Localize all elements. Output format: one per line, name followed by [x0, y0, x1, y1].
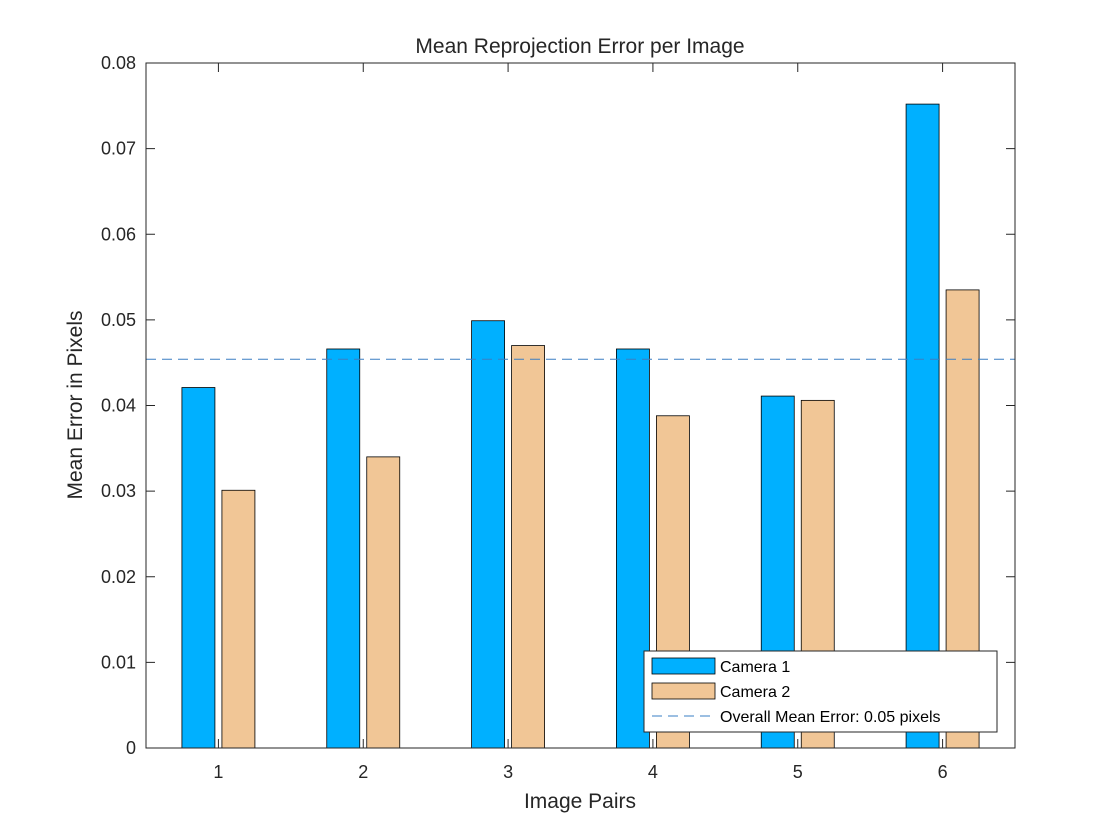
x-tick-label: 6: [938, 762, 948, 782]
chart-title: Mean Reprojection Error per Image: [415, 35, 744, 58]
x-axis-label: Image Pairs: [524, 790, 636, 813]
x-tick-label: 2: [358, 762, 368, 782]
y-tick-label: 0: [126, 738, 136, 758]
x-tick-label: 4: [648, 762, 658, 782]
bar-camera-2-pair-3: [511, 345, 545, 749]
bar-camera-1-pair-6: [905, 103, 940, 749]
legend-swatch-camera-1: [651, 657, 716, 675]
axes-group: 0 0.01 0.02 0.03 0.04 0.05 0.06 0.07 0.08 1 2 3 4 5 6: [101, 53, 1016, 782]
legend: Camera 1 Camera 2 Overall Mean Error: 0.05…: [643, 650, 998, 733]
legend-label-camera-1: Camera 1: [720, 659, 790, 676]
bar-camera-2-pair-1: [221, 489, 256, 749]
y-tick-label: 0.05: [101, 310, 136, 330]
y-tick-label: 0.08: [101, 53, 136, 73]
bar-camera-1-pair-2: [326, 348, 361, 749]
y-axis-label: Mean Error in Pixels: [64, 310, 87, 499]
y-tick-label: 0.06: [101, 224, 136, 244]
x-tick-label: 3: [503, 762, 513, 782]
bar-camera-2-pair-2: [366, 456, 401, 749]
y-tick-label: 0.04: [101, 396, 136, 416]
x-tick-label: 5: [793, 762, 803, 782]
y-tick-label: 0.03: [101, 481, 136, 501]
legend-label-reference-line: Overall Mean Error: 0.05 pixels: [720, 709, 941, 726]
y-tick-label: 0.01: [101, 652, 136, 672]
y-tick-label: 0.07: [101, 139, 136, 159]
bar-camera-1-pair-1: [181, 387, 216, 749]
legend-swatch-camera-2: [651, 682, 716, 700]
y-tick-label: 0.02: [101, 567, 136, 587]
legend-label-camera-2: Camera 2: [720, 684, 790, 701]
plot-background: [146, 63, 1015, 748]
bar-camera-1-pair-3: [471, 320, 505, 749]
x-tick-label: 1: [213, 762, 223, 782]
